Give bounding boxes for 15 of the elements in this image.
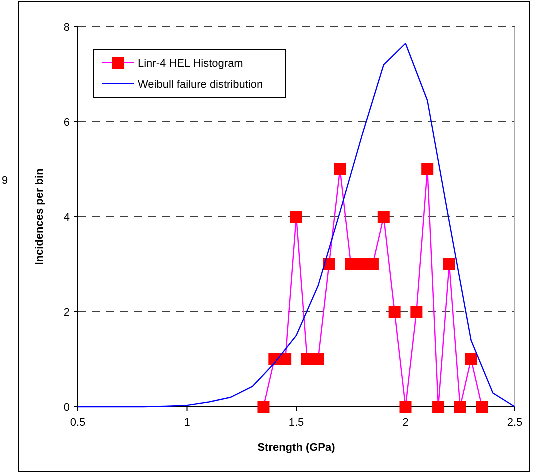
legend-label: Weibull failure distribution bbox=[138, 78, 264, 91]
x-tick-label: 1 bbox=[184, 417, 190, 429]
legend-label: Linr-4 HEL Histogram bbox=[138, 58, 244, 70]
y-tick-label: 8 bbox=[64, 22, 70, 34]
y-tick-label: 4 bbox=[64, 212, 70, 224]
x-tick-label: 1.5 bbox=[288, 417, 304, 429]
y-axis-title: Incidences per bin bbox=[34, 168, 46, 266]
y-tick-label: 6 bbox=[64, 116, 70, 129]
y-tick-label: 2 bbox=[64, 306, 70, 319]
x-tick-label: 0.5 bbox=[70, 417, 86, 429]
x-tick-label: 2.5 bbox=[507, 417, 523, 429]
x-tick-label: 2 bbox=[402, 417, 409, 429]
x-axis-title: Strength (GPa) bbox=[258, 442, 336, 454]
text: 9 bbox=[2, 175, 8, 187]
y-tick-label: 0 bbox=[64, 402, 70, 414]
